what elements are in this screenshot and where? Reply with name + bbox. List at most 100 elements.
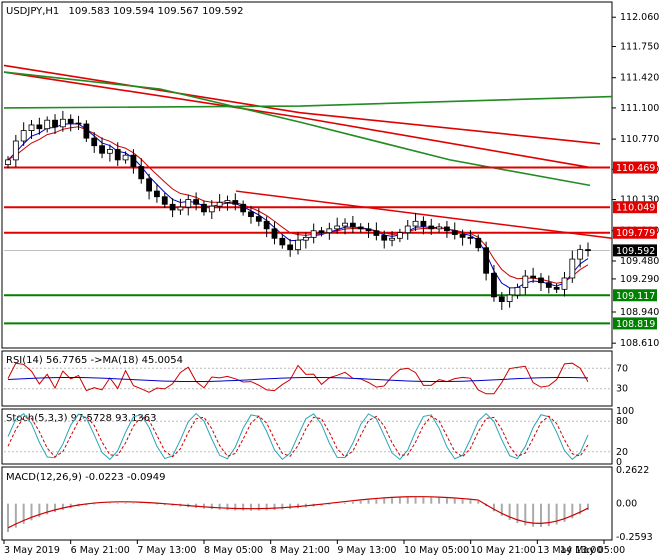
candle-body (530, 275, 537, 279)
candle-body (381, 235, 388, 241)
candle-body (483, 247, 490, 274)
rsi-lines: 70 30 (4, 362, 628, 395)
candle-body (577, 249, 584, 260)
candle-body (334, 225, 341, 230)
candle-body (412, 220, 419, 227)
candle-body (498, 296, 505, 302)
candle-body (357, 226, 364, 230)
candle-body (67, 118, 74, 124)
candle-body (436, 226, 442, 230)
candle-body (451, 230, 458, 235)
candle-body (240, 203, 247, 213)
candle-body (326, 228, 333, 234)
moving-averages (3, 64, 613, 289)
main-y-axis: 112.060 111.750 111.420 111.100 110.770 110.4… (612, 12, 659, 349)
x-tick-label: 7 May 13:00 (137, 545, 196, 556)
y-tick-label: 110.770 (620, 134, 659, 145)
y-tick-label: 110.130 (620, 195, 659, 206)
candle-body (146, 178, 152, 192)
x-tick-label: 14 May 05:00 (560, 545, 625, 556)
x-tick-label: 8 May 05:00 (204, 545, 263, 556)
candle-body (310, 230, 317, 238)
current-price-label: 109.592 (616, 246, 655, 257)
stoch-label: Stoch(5,3,3) 97.5728 93.1363 (6, 413, 157, 424)
candle-body (428, 225, 435, 230)
candle-body (59, 118, 66, 128)
candle-body (263, 220, 270, 230)
candle-body (248, 211, 254, 217)
candle-body (255, 216, 262, 222)
candle-body (83, 123, 90, 139)
candle-body (287, 244, 294, 251)
macd-signal-line (7, 496, 589, 529)
y-tick-label: 109.290 (620, 274, 659, 285)
candle-body (318, 230, 325, 234)
macd-label: MACD(12,26,9) -0.0223 -0.0949 (6, 472, 166, 483)
candle-body (224, 200, 231, 203)
level-price-tag (613, 317, 657, 330)
macd-tick-label: -0.2593 (616, 532, 653, 543)
candlesticks (5, 110, 591, 310)
candle-body (373, 230, 380, 236)
candle-body (114, 149, 121, 161)
candle-body (365, 228, 372, 232)
candle-body (20, 130, 27, 142)
candle-body (514, 287, 521, 296)
y-tick-label: 109.480 (620, 256, 659, 267)
candle-body (36, 124, 43, 130)
candle-body (185, 199, 192, 208)
symbol-title: USDJPY,H1 109.583 109.594 109.567 109.59… (6, 6, 243, 17)
main-price-panel[interactable] (1, 1, 613, 349)
candle-body (444, 226, 450, 232)
x-tick-label: 13 May 13:00 (537, 545, 602, 556)
candle-body (404, 225, 411, 234)
candle-body (491, 272, 497, 298)
candle-body (545, 282, 552, 288)
candle-body (459, 234, 466, 238)
rsi-label: RSI(14) 56.7765 ->MA(18) 45.0054 (6, 355, 183, 366)
candle-body (130, 154, 137, 167)
candle-body (138, 166, 145, 180)
macd-panel[interactable] (1, 466, 613, 541)
candle-body (467, 236, 474, 239)
candle-body (271, 228, 278, 239)
macd-tick-label: 0.2622 (616, 465, 649, 476)
ohlc-readout: 109.583 109.594 109.567 109.592 (68, 6, 243, 17)
y-tick-label: 111.420 (620, 73, 659, 84)
candle-body (169, 203, 176, 211)
descending-trendline (235, 190, 613, 240)
candle-body (389, 237, 395, 241)
trendline (235, 190, 613, 240)
rsi-tick-label: 30 (616, 384, 628, 395)
y-tick-label: 108.940 (620, 307, 659, 318)
level-price-tag (613, 289, 657, 302)
candle-body (177, 206, 184, 211)
candle-body (5, 159, 11, 166)
current-price-tag (613, 244, 657, 257)
y-tick-label: 111.100 (620, 103, 659, 114)
candle-body (99, 145, 105, 154)
rsi-tick-label: 70 (616, 363, 628, 374)
level-price-label: 109.779 (616, 228, 655, 239)
x-tick-label: 3 May 2019 (4, 545, 60, 556)
level-price-label: 109.117 (616, 291, 655, 302)
candle-body (302, 236, 309, 241)
x-tick-label: 8 May 21:00 (271, 545, 330, 556)
candle-body (28, 124, 35, 131)
candle-body (585, 249, 591, 252)
level-price-tag (613, 201, 657, 214)
x-tick-label: 10 May 21:00 (471, 545, 536, 556)
candle-body (161, 196, 168, 205)
symbol-label: USDJPY,H1 (6, 6, 59, 17)
x-tick-label: 6 May 21:00 (71, 545, 130, 556)
level-price-tags: 110.469 110.049 109.779 109.117 108.819 109.5… (613, 161, 657, 330)
candle-body (52, 119, 58, 128)
level-price-tag (613, 226, 657, 239)
stoch-tick-label: 20 (616, 447, 628, 458)
level-price-label: 110.469 (616, 163, 655, 174)
y-tick-label: 112.060 (620, 12, 659, 23)
candle-body (232, 200, 239, 205)
candle-body (12, 140, 19, 161)
